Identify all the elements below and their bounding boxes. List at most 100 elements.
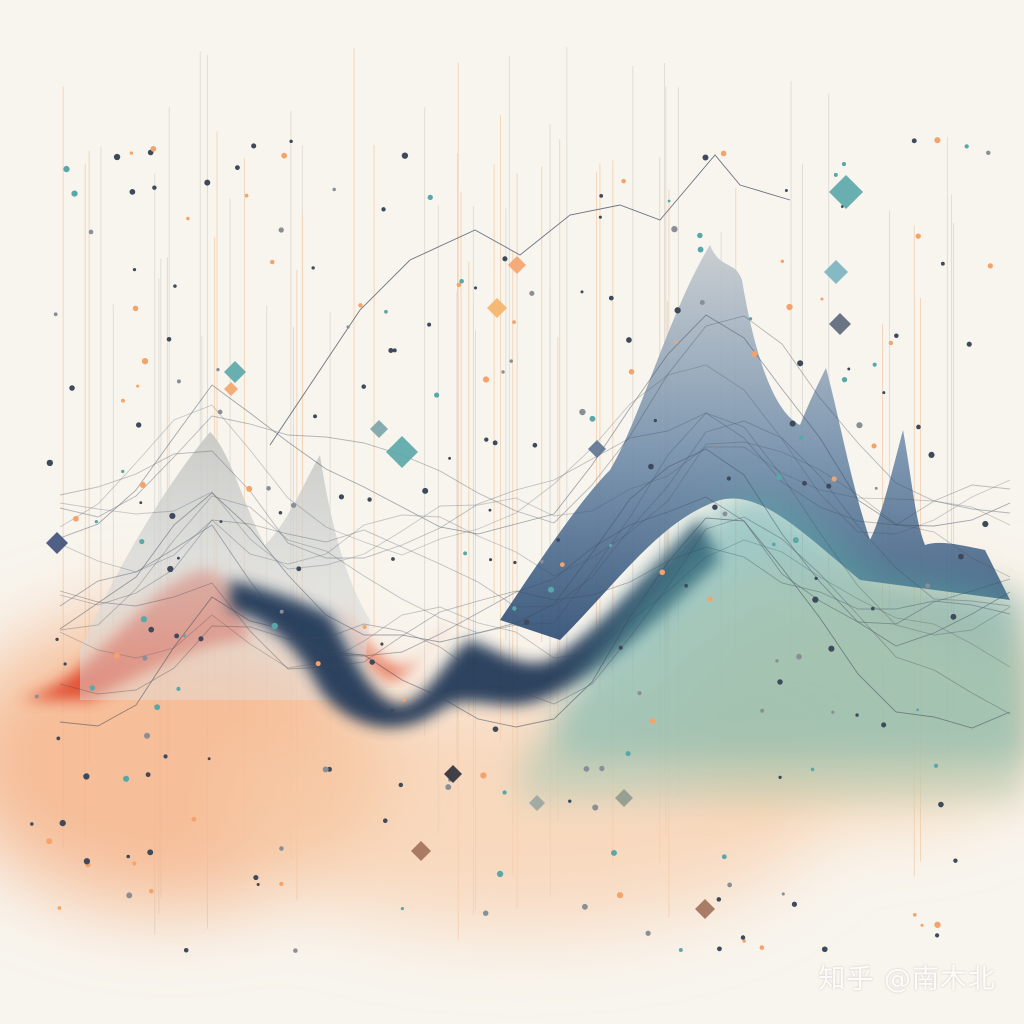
data-point (392, 348, 397, 353)
data-point (697, 246, 704, 253)
network-line (59, 539, 1011, 669)
data-point (278, 510, 283, 515)
data-point (712, 504, 718, 510)
data-point (148, 888, 154, 894)
data-point (246, 485, 253, 492)
data-point (135, 422, 142, 428)
data-point (802, 480, 807, 486)
data-point (182, 634, 186, 638)
data-point (253, 874, 259, 881)
data-point (916, 424, 921, 430)
data-point (244, 193, 249, 198)
data-point (484, 437, 489, 442)
data-point (581, 903, 588, 910)
data-point (113, 153, 121, 161)
data-point (720, 150, 727, 157)
data-point (589, 415, 596, 422)
data-point (63, 662, 67, 666)
data-point (797, 360, 804, 367)
data-point (618, 645, 623, 650)
data-point (760, 708, 765, 713)
data-point (684, 583, 688, 588)
data-point (874, 486, 878, 490)
data-point (338, 494, 345, 500)
data-point (659, 569, 666, 576)
data-point (674, 340, 679, 344)
data-point (473, 286, 478, 290)
data-point (34, 694, 39, 699)
data-point (140, 616, 148, 623)
data-point (667, 199, 671, 203)
data-point (139, 501, 143, 505)
data-point (925, 583, 931, 589)
data-point (492, 440, 498, 446)
data-point (207, 757, 211, 761)
data-point (427, 322, 432, 327)
data-point (322, 766, 329, 773)
data-point (625, 750, 631, 757)
data-point (722, 511, 728, 517)
data-point (183, 947, 189, 953)
data-point (400, 907, 404, 911)
data-point (94, 519, 99, 524)
data-point (427, 194, 433, 201)
data-point (599, 194, 604, 198)
data-point (176, 686, 181, 691)
data-point (176, 379, 181, 384)
data-point (46, 459, 54, 467)
data-point (30, 822, 34, 826)
data-point (141, 358, 149, 365)
data-point (270, 259, 275, 265)
data-point (777, 679, 783, 685)
data-point (697, 232, 703, 239)
data-point (488, 508, 492, 512)
data-point (599, 765, 605, 772)
data-point (894, 333, 899, 339)
data-point (792, 537, 799, 544)
diamond-marker (487, 298, 507, 318)
data-point (278, 227, 284, 233)
data-point (150, 146, 157, 152)
data-point (649, 718, 656, 724)
data-point (315, 661, 321, 667)
data-point (154, 704, 161, 711)
network-line (59, 420, 1011, 608)
data-point (502, 790, 507, 795)
data-point (513, 560, 517, 565)
data-point (204, 179, 211, 186)
data-point (509, 359, 513, 363)
data-point (628, 368, 635, 375)
network-line (59, 546, 1011, 670)
data-point (489, 558, 493, 562)
network-line (59, 446, 1011, 570)
data-point (391, 557, 395, 561)
data-point (482, 376, 490, 383)
data-point (964, 144, 969, 149)
data-point (380, 642, 384, 646)
data-point (145, 772, 151, 778)
data-point (812, 596, 819, 603)
data-point (645, 930, 651, 936)
data-point (362, 624, 367, 629)
diamond-marker (829, 175, 863, 209)
data-point (83, 858, 91, 865)
data-point (281, 152, 288, 159)
data-point (609, 543, 613, 548)
data-point (132, 861, 137, 866)
data-point (568, 799, 572, 803)
data-point (388, 347, 394, 353)
data-point (445, 784, 452, 791)
diamond-marker (615, 789, 633, 807)
data-point (512, 606, 517, 611)
data-point (501, 370, 505, 374)
data-point (512, 320, 516, 325)
data-point (702, 154, 709, 161)
diamond-marker (224, 382, 238, 396)
data-point (814, 576, 818, 581)
network-line (59, 448, 1011, 647)
data-point (987, 263, 993, 269)
data-point (529, 290, 535, 296)
data-point (55, 637, 59, 642)
data-point (966, 341, 972, 347)
